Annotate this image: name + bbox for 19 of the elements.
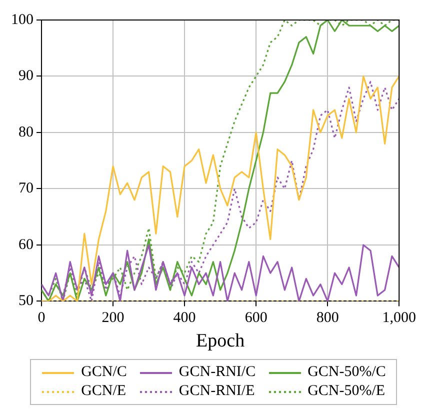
y-tick-label: 50 bbox=[18, 293, 34, 310]
y-tick-label: 90 bbox=[18, 68, 34, 84]
legend-label: GCN-50%/E bbox=[308, 383, 386, 400]
x-tick-label: 0 bbox=[38, 310, 46, 326]
x-tick-label: 200 bbox=[102, 310, 124, 326]
legend-label: GCN-RNI/E bbox=[178, 383, 255, 400]
legend-label: GCN-50%/C bbox=[308, 364, 386, 381]
y-tick-label: 100 bbox=[11, 12, 34, 28]
x-tick-label: 800 bbox=[316, 310, 339, 326]
legend-label: GCN/C bbox=[81, 364, 127, 381]
x-axis-title: Epoch bbox=[196, 330, 246, 352]
y-tick-label: 60 bbox=[18, 236, 34, 253]
x-tick-label: 1,000 bbox=[382, 310, 416, 326]
legend-label: GCN-RNI/C bbox=[178, 364, 256, 381]
y-tick-label: 80 bbox=[18, 124, 34, 140]
x-tick-label: 600 bbox=[244, 310, 268, 326]
y-tick-label: 70 bbox=[18, 180, 34, 197]
x-tick-label: 400 bbox=[173, 310, 196, 326]
legend-label: GCN/E bbox=[81, 383, 126, 400]
